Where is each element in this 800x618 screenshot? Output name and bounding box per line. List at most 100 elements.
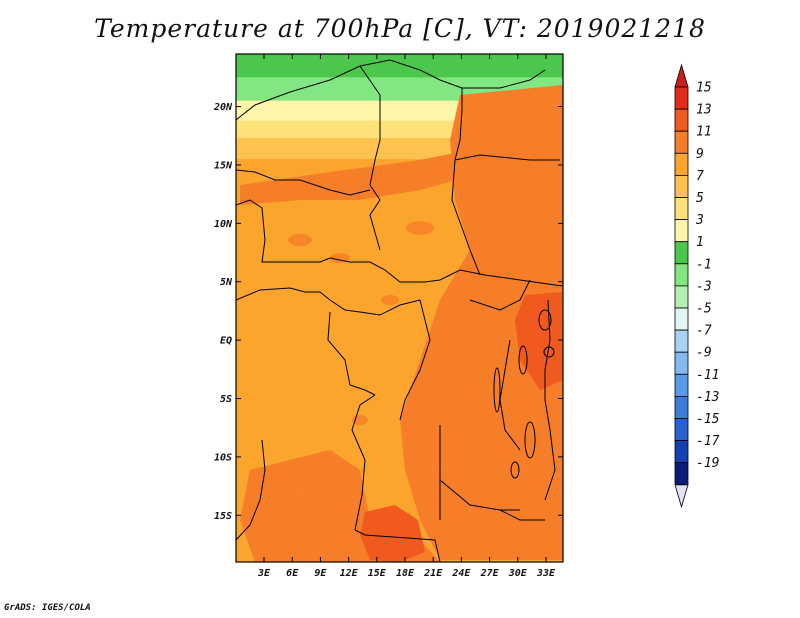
border-line bbox=[236, 439, 266, 541]
colorbar-swatch bbox=[674, 307, 689, 331]
colorbar-swatch bbox=[674, 86, 689, 110]
border-line bbox=[236, 59, 463, 161]
temperature-field bbox=[236, 54, 563, 562]
border-line bbox=[319, 257, 563, 287]
border-line bbox=[236, 169, 371, 196]
colorbar-label: -5 bbox=[696, 302, 712, 317]
lat-tick-label: 10S bbox=[214, 452, 232, 463]
colorbar-swatch bbox=[674, 263, 689, 287]
border-line bbox=[351, 394, 376, 531]
border-line bbox=[469, 279, 531, 311]
border-line bbox=[236, 199, 320, 263]
warm-patch bbox=[468, 404, 492, 416]
border-line bbox=[451, 159, 481, 276]
lat-tick-label: EQ bbox=[220, 336, 232, 347]
longitude-axis: 3E 6E 9E 12E 15E 18E 21E 24E 27E 30E 33E bbox=[257, 54, 556, 579]
colorbar-swatch bbox=[674, 241, 689, 265]
lake-outline bbox=[518, 345, 528, 375]
colorbar-swatch bbox=[674, 462, 689, 486]
border-line bbox=[399, 299, 431, 421]
colorbar-swatch bbox=[674, 373, 689, 397]
colorbar-label: 5 bbox=[696, 191, 704, 206]
warm-patch bbox=[381, 295, 399, 305]
border-line bbox=[439, 479, 520, 511]
lon-tick-label: 21E bbox=[423, 568, 443, 579]
border-line bbox=[327, 311, 376, 396]
border-line bbox=[359, 65, 381, 251]
colorbar-label: -3 bbox=[696, 279, 712, 294]
angola-hot bbox=[360, 505, 425, 562]
colorbar-label: -13 bbox=[696, 390, 719, 405]
lake-outline bbox=[524, 421, 536, 459]
border-line bbox=[454, 154, 560, 161]
colorbar-swatch bbox=[674, 440, 689, 464]
colorbar-label: -7 bbox=[696, 324, 712, 339]
lake-outline bbox=[493, 367, 501, 413]
colorbar-label: 1 bbox=[696, 235, 704, 250]
colorbar-label: 15 bbox=[696, 81, 712, 96]
border-line bbox=[236, 287, 320, 301]
lon-tick-label: 12E bbox=[340, 568, 359, 579]
lon-tick-label: 3E bbox=[257, 568, 271, 579]
colorbar-label: 13 bbox=[696, 103, 712, 118]
lake-outline bbox=[538, 309, 552, 331]
lat-tick-label: 5N bbox=[220, 277, 233, 288]
colorbar-swatch bbox=[674, 285, 689, 309]
temperature-band bbox=[236, 54, 563, 79]
colorbar-swatch bbox=[674, 219, 689, 243]
colorbar-label: -19 bbox=[696, 456, 719, 471]
colorbar-label: -17 bbox=[696, 434, 720, 449]
warm-patch bbox=[288, 234, 312, 246]
grads-credit: GrADS: IGES/COLA bbox=[4, 603, 91, 613]
lake-outline bbox=[543, 346, 555, 358]
border-line bbox=[319, 291, 421, 316]
lat-tick-label: 10N bbox=[214, 219, 233, 230]
colorbar-label: -9 bbox=[696, 346, 712, 361]
sahel-warm bbox=[240, 150, 475, 205]
lat-tick-label: 20N bbox=[213, 102, 233, 113]
warm-patch bbox=[460, 200, 480, 210]
colorbar-swatch bbox=[674, 197, 689, 221]
colorbar-swatch bbox=[674, 152, 689, 176]
colorbar-label: -15 bbox=[696, 412, 720, 427]
border-line bbox=[544, 299, 556, 501]
latitude-axis: 20N 15N 10N 5N EQ 5S 10S 15S bbox=[213, 102, 563, 522]
lon-tick-label: 9E bbox=[314, 568, 327, 579]
colorbar-top-arrow bbox=[674, 63, 689, 88]
east-africa-warm bbox=[400, 85, 563, 560]
colorbar-label: 9 bbox=[696, 147, 704, 162]
lon-tick-label: 15E bbox=[368, 568, 387, 579]
warm-patch bbox=[284, 487, 316, 503]
colorbar-swatch bbox=[674, 108, 689, 132]
map-frame bbox=[235, 53, 564, 563]
border-line bbox=[499, 509, 545, 521]
colorbar-label: 7 bbox=[696, 169, 704, 184]
border-line bbox=[354, 529, 441, 562]
lon-tick-label: 33E bbox=[536, 568, 556, 579]
warm-patch bbox=[506, 463, 534, 477]
colorbar-swatch bbox=[674, 329, 689, 353]
colorbar-label: 11 bbox=[696, 125, 712, 140]
lon-tick-label: 6E bbox=[286, 568, 299, 579]
colorbar-swatch bbox=[674, 174, 689, 198]
colorbar-swatch bbox=[674, 395, 689, 419]
lake-outline bbox=[510, 461, 520, 479]
lon-tick-label: 24E bbox=[451, 568, 471, 579]
chart-title: Temperature at 700hPa [C], VT: 201902121… bbox=[94, 14, 706, 43]
colorbar: 15 13 11 9 7 5 3 1 -1 -3 -5 -7 -9 -11 -13 -15 -17 -19 bbox=[674, 63, 720, 509]
colorbar-label: -11 bbox=[696, 368, 719, 383]
lat-tick-label: 5S bbox=[220, 394, 232, 405]
colorbar-label: -1 bbox=[696, 257, 712, 272]
lon-tick-label: 18E bbox=[396, 568, 415, 579]
colorbar-label: 3 bbox=[695, 213, 704, 228]
lon-tick-label: 27E bbox=[480, 568, 500, 579]
colorbar-swatch bbox=[674, 351, 689, 375]
lat-tick-label: 15S bbox=[214, 511, 232, 522]
country-borders bbox=[236, 59, 563, 562]
warm-patch bbox=[406, 221, 434, 235]
lat-tick-label: 15N bbox=[214, 160, 233, 171]
border-line bbox=[462, 69, 546, 89]
colorbar-swatch bbox=[674, 418, 689, 442]
colorbar-bottom-arrow bbox=[674, 484, 689, 509]
